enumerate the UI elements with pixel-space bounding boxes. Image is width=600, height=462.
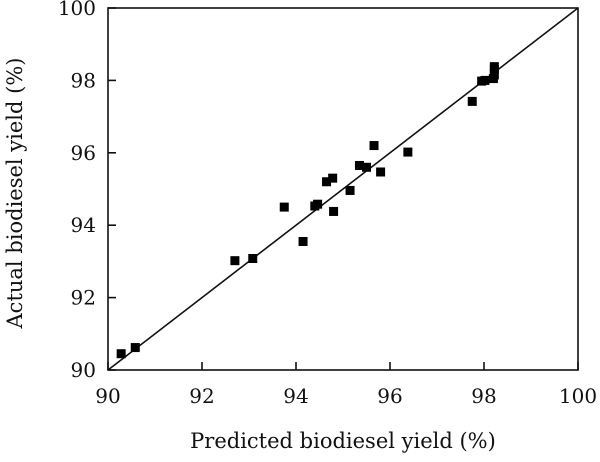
x-tick-label: 100: [559, 384, 597, 408]
y-tick-label: 94: [71, 213, 96, 237]
y-tick-label: 96: [71, 141, 96, 165]
x-axis-ticks: 90 92 94 96 98 100: [95, 362, 597, 408]
data-point: [376, 167, 386, 177]
y-tick-label: 92: [71, 286, 96, 310]
data-point: [369, 141, 379, 151]
y-tick-label: 98: [71, 68, 96, 92]
data-point: [403, 147, 413, 157]
data-point: [230, 256, 240, 266]
x-tick-label: 96: [377, 384, 402, 408]
data-point: [313, 199, 323, 209]
data-point: [362, 162, 371, 172]
y-axis-ticks: 90 92 94 96 98 100: [58, 0, 116, 382]
data-point: [130, 343, 140, 353]
x-tick-label: 98: [471, 384, 496, 408]
y-tick-label: 90: [71, 358, 96, 382]
data-point: [279, 202, 289, 212]
data-point: [298, 236, 308, 246]
data-point: [467, 96, 477, 106]
reference-line-layer: [107, 7, 579, 371]
data-point: [328, 173, 338, 183]
data-point: [354, 160, 364, 170]
x-tick-label: 90: [95, 384, 120, 408]
data-point: [480, 75, 490, 85]
reference-line: [107, 7, 579, 371]
x-tick-label: 92: [189, 384, 214, 408]
plot-frame: [107, 7, 579, 371]
data-points-layer: [116, 62, 499, 359]
x-tick-label: 94: [283, 384, 308, 408]
x-axis-label: Predicted biodiesel yield (%): [190, 429, 496, 453]
y-axis-label: Actual biodiesel yield (%): [3, 58, 27, 330]
data-point: [116, 349, 126, 359]
data-point: [345, 185, 355, 195]
y-tick-label: 100: [58, 0, 96, 20]
data-point: [489, 70, 499, 80]
data-point: [329, 206, 339, 216]
data-point: [489, 62, 499, 72]
data-point: [248, 254, 258, 264]
data-point: [322, 177, 332, 187]
